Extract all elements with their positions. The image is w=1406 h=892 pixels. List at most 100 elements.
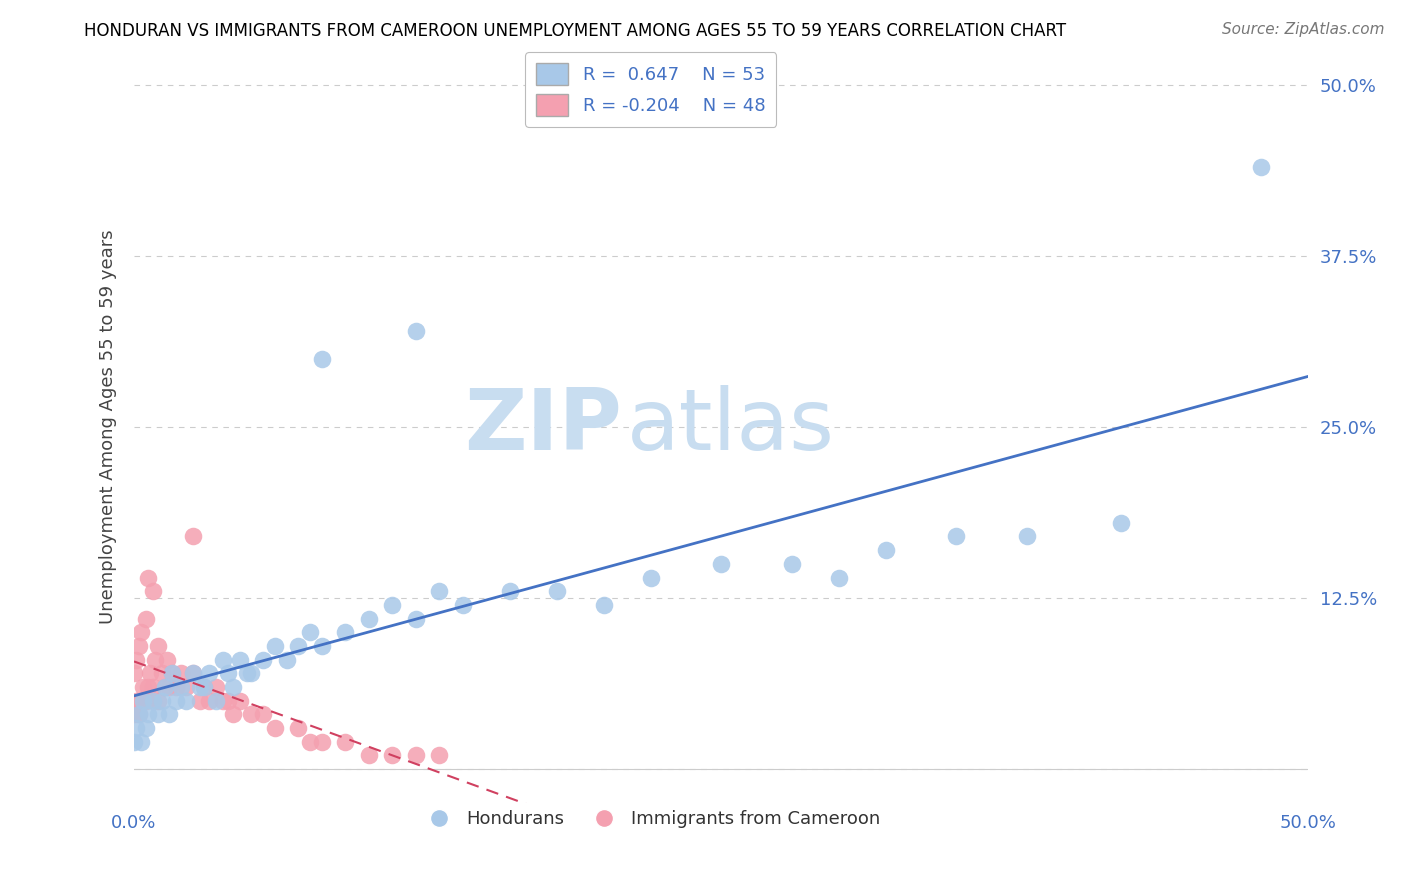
Y-axis label: Unemployment Among Ages 55 to 59 years: Unemployment Among Ages 55 to 59 years bbox=[100, 229, 117, 624]
Point bbox=[240, 666, 263, 681]
Point bbox=[299, 625, 322, 640]
Point bbox=[217, 693, 239, 707]
Point bbox=[142, 584, 165, 599]
Point bbox=[142, 693, 165, 707]
Point bbox=[153, 680, 176, 694]
Point bbox=[146, 639, 169, 653]
Point bbox=[357, 748, 380, 763]
Point bbox=[205, 693, 228, 707]
Point bbox=[1250, 160, 1272, 174]
Point bbox=[122, 666, 145, 681]
Point bbox=[129, 693, 152, 707]
Point bbox=[287, 639, 309, 653]
Point bbox=[945, 529, 967, 543]
Text: atlas: atlas bbox=[627, 385, 835, 468]
Point bbox=[157, 680, 180, 694]
Point bbox=[156, 652, 179, 666]
Point bbox=[240, 707, 263, 722]
Point bbox=[153, 680, 176, 694]
Point bbox=[150, 666, 173, 681]
Point bbox=[142, 680, 165, 694]
Point bbox=[125, 693, 148, 707]
Point bbox=[499, 584, 522, 599]
Point bbox=[205, 680, 228, 694]
Point bbox=[122, 735, 145, 749]
Point bbox=[252, 707, 274, 722]
Text: HONDURAN VS IMMIGRANTS FROM CAMEROON UNEMPLOYMENT AMONG AGES 55 TO 59 YEARS CORR: HONDURAN VS IMMIGRANTS FROM CAMEROON UNE… bbox=[84, 22, 1067, 40]
Point bbox=[132, 680, 155, 694]
Point bbox=[193, 680, 215, 694]
Point bbox=[1109, 516, 1132, 530]
Point bbox=[128, 707, 150, 722]
Point bbox=[710, 557, 733, 571]
Point bbox=[640, 570, 662, 584]
Point bbox=[405, 324, 427, 338]
Point bbox=[135, 611, 157, 625]
Point bbox=[139, 666, 162, 681]
Point bbox=[875, 543, 897, 558]
Point bbox=[311, 351, 333, 366]
Point bbox=[236, 666, 259, 681]
Point bbox=[157, 707, 180, 722]
Point bbox=[136, 570, 159, 584]
Point bbox=[335, 625, 357, 640]
Point bbox=[160, 666, 183, 681]
Point bbox=[429, 748, 451, 763]
Point bbox=[252, 652, 274, 666]
Point bbox=[193, 680, 215, 694]
Point bbox=[212, 693, 235, 707]
Point bbox=[146, 707, 169, 722]
Point bbox=[546, 584, 568, 599]
Point bbox=[1015, 529, 1038, 543]
Point bbox=[264, 721, 287, 735]
Point bbox=[217, 666, 239, 681]
Point bbox=[229, 652, 252, 666]
Point bbox=[276, 652, 298, 666]
Point bbox=[198, 666, 221, 681]
Point bbox=[135, 693, 157, 707]
Point bbox=[128, 707, 150, 722]
Point bbox=[125, 721, 148, 735]
Point bbox=[122, 707, 145, 722]
Point bbox=[405, 611, 427, 625]
Point bbox=[129, 625, 152, 640]
Point bbox=[165, 680, 187, 694]
Point bbox=[592, 598, 614, 612]
Point bbox=[143, 652, 166, 666]
Point bbox=[132, 693, 155, 707]
Text: Source: ZipAtlas.com: Source: ZipAtlas.com bbox=[1222, 22, 1385, 37]
Point bbox=[165, 693, 187, 707]
Legend: Hondurans, Immigrants from Cameroon: Hondurans, Immigrants from Cameroon bbox=[413, 803, 887, 836]
Point bbox=[136, 680, 159, 694]
Point bbox=[188, 693, 211, 707]
Point bbox=[221, 680, 243, 694]
Point bbox=[357, 611, 380, 625]
Point bbox=[264, 639, 287, 653]
Point bbox=[129, 735, 152, 749]
Point bbox=[170, 680, 193, 694]
Point bbox=[335, 735, 357, 749]
Point bbox=[181, 666, 204, 681]
Point bbox=[146, 693, 169, 707]
Point bbox=[429, 584, 451, 599]
Point bbox=[170, 666, 193, 681]
Point bbox=[287, 721, 309, 735]
Point bbox=[828, 570, 851, 584]
Point bbox=[174, 693, 197, 707]
Point bbox=[125, 652, 148, 666]
Point bbox=[405, 748, 427, 763]
Point bbox=[160, 666, 183, 681]
Point bbox=[181, 666, 204, 681]
Point bbox=[221, 707, 243, 722]
Text: ZIP: ZIP bbox=[464, 385, 621, 468]
Point bbox=[150, 693, 173, 707]
Point bbox=[128, 639, 150, 653]
Point bbox=[381, 748, 404, 763]
Point bbox=[299, 735, 322, 749]
Point bbox=[451, 598, 474, 612]
Point bbox=[212, 652, 235, 666]
Point bbox=[780, 557, 803, 571]
Point bbox=[181, 529, 204, 543]
Point bbox=[174, 680, 197, 694]
Point bbox=[136, 707, 159, 722]
